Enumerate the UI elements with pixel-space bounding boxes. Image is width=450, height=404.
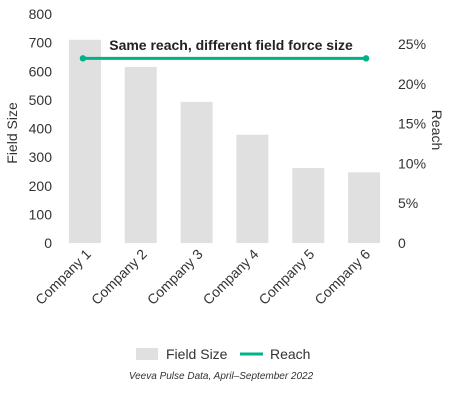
y-tick-label: 500 <box>29 92 53 108</box>
annotation-text: Same reach, different field force size <box>109 37 353 53</box>
bar-5 <box>292 168 325 243</box>
x-tick-label: Company 6 <box>311 246 373 308</box>
x-tick-label: Company 1 <box>32 246 94 308</box>
bar-2 <box>124 66 157 243</box>
source-note: Veeva Pulse Data, April–September 2022 <box>129 371 314 382</box>
reach-point-end <box>362 55 370 62</box>
bar-3 <box>180 101 213 243</box>
right-axis-ticks: 0 5% 10% 15% 20% 25% <box>398 36 426 251</box>
y-tick-label: 200 <box>29 178 53 194</box>
y-tick-label: 700 <box>29 35 53 51</box>
y-tick-label: 0 <box>44 235 52 251</box>
reach-line-layer <box>79 55 370 62</box>
bar-4 <box>236 134 269 243</box>
y-tick-label: 600 <box>29 63 53 79</box>
x-tick-label: Company 2 <box>88 246 150 308</box>
y-tick-label: 800 <box>29 6 53 22</box>
y2-tick-label: 25% <box>398 36 426 52</box>
bar-1 <box>68 39 101 244</box>
legend-field-size-swatch <box>136 348 158 360</box>
y-axis-title: Field Size <box>4 102 20 164</box>
bar-6 <box>348 172 381 243</box>
y2-tick-label: 5% <box>398 195 418 211</box>
x-tick-label: Company 4 <box>200 246 262 308</box>
left-axis-ticks: 0 100 200 300 400 500 600 700 800 <box>29 6 53 251</box>
legend-field-size-label: Field Size <box>166 346 228 362</box>
y-tick-label: 100 <box>29 206 53 222</box>
x-tick-label: Company 3 <box>144 246 206 308</box>
y2-axis-title: Reach <box>429 110 445 150</box>
legend: Field Size Reach <box>136 346 310 362</box>
x-tick-label: Company 5 <box>255 246 317 308</box>
legend-reach-label: Reach <box>270 346 310 362</box>
y2-tick-label: 10% <box>398 155 426 171</box>
y2-tick-label: 20% <box>398 76 426 92</box>
y2-tick-label: 0 <box>398 235 406 251</box>
y-tick-label: 300 <box>29 149 53 165</box>
bars-layer <box>68 39 381 244</box>
reach-point-start <box>79 55 87 62</box>
y2-tick-label: 15% <box>398 116 426 132</box>
y-tick-label: 400 <box>29 121 53 137</box>
